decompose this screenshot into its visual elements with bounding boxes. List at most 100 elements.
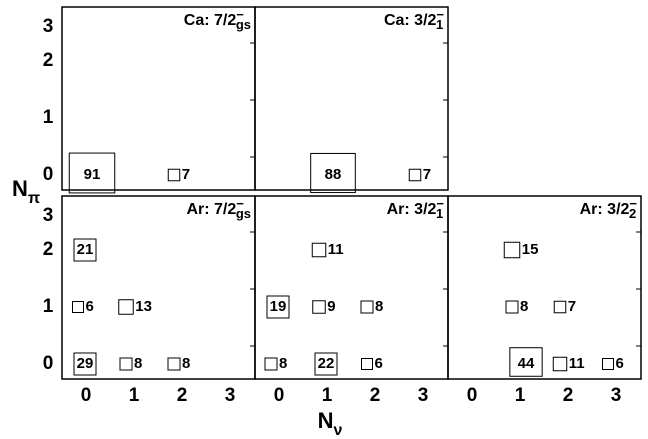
- panel-title: Ar: 3/2− 1: [387, 196, 445, 221]
- probability-value: 8: [134, 355, 142, 372]
- probability-cell: 22: [314, 352, 338, 376]
- probability-cell: 13: [118, 298, 152, 315]
- y-axis-label: Nπ: [12, 176, 40, 207]
- x-tick-label: 0: [81, 385, 92, 406]
- probability-cell: 7: [408, 166, 431, 183]
- probability-box: [264, 357, 278, 371]
- probability-cell: 29: [73, 352, 97, 376]
- probability-box: [119, 357, 133, 371]
- probability-box: [602, 358, 614, 370]
- probability-value: 8: [375, 298, 383, 315]
- probability-cell: 6: [361, 355, 383, 372]
- y-tick-label: 2: [43, 50, 54, 71]
- panel-4: Ar: 3/2− 1 11 19 9 8 8 22 6: [254, 195, 449, 380]
- probability-box: [167, 357, 181, 371]
- panel-title: Ar: 7/2− gs: [186, 196, 251, 221]
- probability-cell: 44: [509, 347, 543, 377]
- panel-frame: [254, 6, 449, 191]
- probability-box: [118, 299, 134, 315]
- x-tick-label: 0: [274, 385, 285, 406]
- probability-cell: 8: [264, 355, 287, 372]
- probability-box: [505, 300, 519, 314]
- probability-value: 91: [84, 166, 101, 183]
- probability-box: [312, 300, 326, 314]
- probability-value: 6: [86, 298, 94, 315]
- y-tick-label: 3: [43, 16, 54, 37]
- probability-box: [73, 238, 97, 262]
- panel-2: Ca: 3/2− 1 88 7: [254, 6, 449, 194]
- probability-value: 22: [318, 355, 335, 372]
- probability-box: [553, 300, 567, 314]
- panel-frame: [61, 195, 256, 380]
- panel-frame: [447, 195, 642, 380]
- panel-1: Ca: 7/2− gs 91 7: [61, 6, 256, 194]
- probability-value: 13: [135, 298, 152, 315]
- probability-value: 6: [375, 355, 383, 372]
- probability-value: 11: [328, 241, 344, 258]
- probability-cell: 8: [167, 355, 190, 372]
- probability-box: [68, 152, 116, 194]
- probability-cell: 6: [602, 355, 624, 372]
- panel-3: Ar: 7/2− gs 21 6 13 29 8 8: [61, 195, 256, 380]
- x-tick-label: 3: [611, 385, 622, 406]
- probability-cell: 8: [119, 355, 142, 372]
- probability-value: 8: [279, 355, 287, 372]
- panel-title: Ar: 3/2− 2: [580, 196, 638, 221]
- probability-cell: 8: [505, 298, 528, 315]
- probability-box: [552, 356, 568, 372]
- panel-5: Ar: 3/2− 2 15 8 7 44 11 6: [447, 195, 642, 380]
- probability-value: 29: [77, 355, 94, 372]
- probability-value: 11: [569, 355, 585, 372]
- probability-cell: 19: [266, 295, 290, 319]
- probability-value: 7: [182, 166, 190, 183]
- x-tick-label: 0: [467, 385, 478, 406]
- probability-box: [310, 152, 356, 194]
- x-tick-label: 2: [177, 385, 188, 406]
- probability-value: 7: [423, 166, 431, 183]
- probability-cell: 91: [68, 152, 116, 194]
- probability-box: [360, 300, 374, 314]
- probability-cell: 6: [72, 298, 94, 315]
- probability-box: [72, 301, 84, 313]
- probability-box: [73, 352, 97, 376]
- probability-value: 7: [568, 298, 576, 315]
- probability-value: 6: [616, 355, 624, 372]
- x-tick-label: 3: [225, 385, 236, 406]
- probability-cell: 15: [503, 241, 539, 259]
- y-tick-label: 0: [43, 164, 54, 185]
- probability-box: [408, 168, 422, 182]
- probability-value: 21: [77, 241, 94, 258]
- x-tick-label: 3: [418, 385, 429, 406]
- probability-value: 8: [520, 298, 528, 315]
- probability-value: 19: [270, 298, 287, 315]
- x-tick-label: 2: [370, 385, 381, 406]
- probability-cell: 8: [360, 298, 383, 315]
- probability-box: [509, 347, 543, 377]
- probability-cell: 11: [311, 241, 344, 258]
- probability-value: 15: [522, 241, 539, 258]
- x-tick-label: 1: [322, 385, 333, 406]
- probability-value: 8: [182, 355, 190, 372]
- probability-box: [361, 358, 373, 370]
- probability-cell: 21: [73, 238, 97, 262]
- probability-cell: 9: [312, 298, 336, 315]
- probability-box: [266, 295, 290, 319]
- probability-box: [311, 242, 327, 258]
- panel-frame: [254, 195, 449, 380]
- probability-cell: 88: [310, 152, 356, 194]
- x-tick-label: 1: [515, 385, 526, 406]
- y-tick-label: 2: [43, 239, 54, 260]
- y-tick-label: 3: [43, 205, 54, 226]
- probability-cell: 7: [553, 298, 576, 315]
- panel-frame: [61, 6, 256, 191]
- x-tick-label: 1: [129, 385, 140, 406]
- x-tick-label: 2: [563, 385, 574, 406]
- y-tick-label: 0: [43, 353, 54, 374]
- probability-box: [503, 241, 521, 259]
- y-tick-label: 1: [43, 296, 54, 317]
- x-axis-label: Nν: [318, 408, 343, 439]
- y-tick-label: 1: [43, 107, 54, 128]
